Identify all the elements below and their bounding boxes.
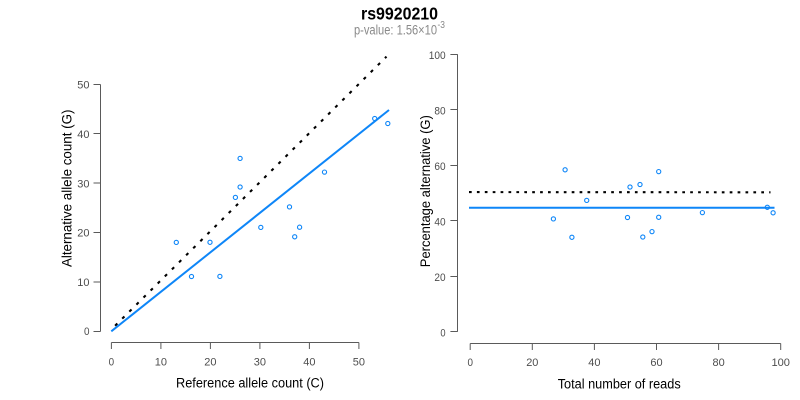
svg-text:80: 80 [434, 106, 445, 118]
svg-text:20: 20 [77, 228, 89, 240]
svg-text:100: 100 [771, 357, 790, 369]
svg-text:60: 60 [434, 161, 445, 173]
svg-text:80: 80 [713, 357, 725, 369]
svg-text:Total number of reads: Total number of reads [558, 377, 681, 393]
svg-text:30: 30 [77, 178, 89, 190]
svg-text:40: 40 [588, 357, 600, 369]
svg-text:60: 60 [650, 357, 662, 369]
svg-text:Percentage alternative (G): Percentage alternative (G) [418, 115, 434, 267]
svg-text:Reference allele count (C): Reference allele count (C) [176, 376, 324, 392]
svg-text:20: 20 [434, 272, 445, 284]
svg-text:p-value: 1.56×10: p-value: 1.56×10 [354, 22, 437, 37]
svg-text:0: 0 [467, 357, 473, 369]
svg-text:0: 0 [440, 328, 445, 340]
svg-text:0: 0 [109, 357, 115, 369]
svg-text:30: 30 [254, 357, 266, 369]
svg-text:40: 40 [303, 357, 315, 369]
svg-text:20: 20 [204, 357, 216, 369]
svg-text:40: 40 [434, 217, 445, 229]
svg-text:Alternative allele count (G): Alternative allele count (G) [60, 110, 76, 267]
svg-text:rs9920210: rs9920210 [361, 3, 438, 23]
svg-text:20: 20 [526, 357, 538, 369]
svg-text:50: 50 [353, 357, 365, 369]
svg-text:-3: -3 [438, 20, 446, 31]
svg-text:100: 100 [429, 50, 446, 62]
svg-text:10: 10 [155, 357, 167, 369]
svg-text:50: 50 [77, 80, 89, 92]
svg-text:10: 10 [77, 277, 89, 289]
svg-text:40: 40 [77, 129, 89, 141]
svg-text:0: 0 [84, 326, 90, 338]
